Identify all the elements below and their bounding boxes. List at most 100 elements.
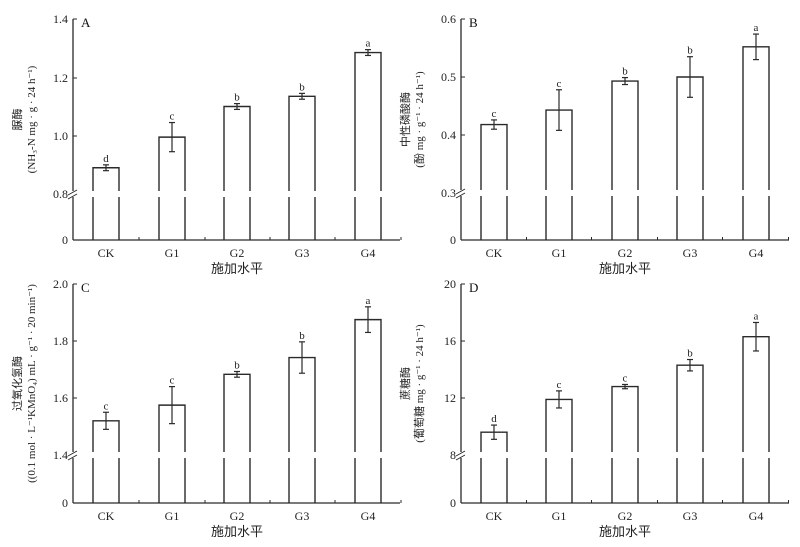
bar-g1: c: [158, 375, 186, 503]
y-axis-label-unit: ((0.1 mol · L⁻¹KMnO₄) mL · g⁻¹ · 20 min⁻…: [26, 284, 38, 483]
y-axis-label-name: 蔗糖酶: [398, 367, 412, 400]
bar-ck: d: [480, 413, 508, 503]
bar-g2: b: [223, 359, 251, 503]
significance-letter: c: [170, 111, 175, 123]
significance-letter: a: [366, 295, 371, 307]
x-tick-label: G1: [165, 509, 180, 523]
y-tick-label: 0: [62, 233, 68, 247]
bar-g1: c: [545, 78, 573, 240]
y-tick-label: 1.4: [53, 448, 68, 462]
x-tick-label: G4: [749, 509, 764, 523]
y-tick-label: 2.0: [53, 277, 68, 291]
significance-letter: b: [234, 92, 240, 104]
panel-letter: C: [81, 280, 90, 295]
significance-letter: b: [234, 359, 240, 371]
x-tick-label: G1: [552, 509, 567, 523]
significance-letter: a: [366, 38, 371, 50]
panel-d: 0 8 12 16 20 Dd CK c G1 c G2 b G3 a G4 施加水平 蔗糖酶 (葡萄糖 mg ·…: [398, 277, 789, 539]
y-axis-label-name: 过氧化氢酶: [10, 356, 24, 411]
x-axis-label: 施加水平: [599, 261, 651, 276]
axis-break-icon: [67, 450, 78, 461]
axis-break-icon: [455, 188, 466, 199]
significance-letter: a: [754, 22, 759, 34]
y-tick-label: 0.4: [441, 128, 456, 142]
x-tick-label: CK: [486, 246, 503, 260]
x-tick-label: G2: [618, 246, 633, 260]
bar-g2: b: [223, 92, 251, 240]
bar-g4: a: [742, 310, 770, 503]
axis-break-icon: [67, 189, 78, 200]
x-tick-label: G1: [552, 246, 567, 260]
x-tick-label: CK: [98, 246, 115, 260]
bar-g3: b: [288, 81, 316, 240]
y-tick-label: 0.6: [441, 12, 456, 26]
y-axis-label-unit: (酚 mg · g⁻¹ · 24 h⁻¹): [412, 71, 426, 168]
bar-ck: c: [480, 108, 508, 240]
significance-letter: c: [170, 375, 175, 387]
bar-g1: c: [545, 379, 573, 503]
x-tick-label: G2: [618, 509, 633, 523]
x-axis-label: 施加水平: [211, 524, 263, 539]
x-tick-label: G1: [165, 246, 180, 260]
y-tick-label: 0.8: [53, 187, 68, 201]
significance-letter: c: [492, 108, 497, 120]
y-axis-label-name: 中性磷酸酶: [398, 92, 412, 147]
significance-letter: c: [557, 379, 562, 391]
bar-g4: a: [742, 22, 770, 240]
x-axis-label: 施加水平: [599, 524, 651, 539]
significance-letter: c: [104, 400, 109, 412]
y-tick-label: 0: [62, 496, 68, 510]
x-tick-label: G3: [683, 246, 698, 260]
y-tick-label: 20: [444, 277, 456, 291]
x-tick-label: G2: [230, 246, 245, 260]
panel-c: 0 1.4 1.6 1.8 2.0 Cc CK c G1 b G2 b G3 a G4 施加水平 过氧化氢酶((…: [10, 277, 402, 539]
significance-letter: d: [103, 153, 109, 165]
bar-g4: a: [354, 295, 382, 503]
y-tick-label: 1.8: [53, 334, 68, 348]
x-tick-label: G3: [295, 246, 310, 260]
x-axis-label: 施加水平: [211, 261, 263, 276]
significance-letter: b: [687, 45, 693, 57]
x-tick-label: CK: [98, 509, 115, 523]
bar-ck: c: [92, 400, 120, 503]
x-tick-label: G2: [230, 509, 245, 523]
significance-letter: b: [622, 66, 628, 78]
bar-g2: c: [611, 372, 639, 503]
bar-g1: c: [158, 111, 186, 240]
significance-letter: b: [687, 348, 693, 360]
x-tick-label: CK: [486, 509, 503, 523]
y-tick-label: 0.3: [441, 186, 456, 200]
bar-g3: b: [288, 330, 316, 503]
significance-letter: b: [299, 81, 305, 93]
x-tick-label: G4: [749, 246, 764, 260]
significance-letter: d: [491, 413, 497, 425]
x-tick-label: G3: [295, 509, 310, 523]
y-tick-label: 8: [450, 448, 456, 462]
significance-letter: a: [754, 310, 759, 322]
y-tick-label: 1.4: [53, 12, 68, 26]
x-tick-label: G3: [683, 509, 698, 523]
y-tick-label: 16: [444, 334, 456, 348]
bar-g4: a: [354, 38, 382, 240]
bar-g3: b: [676, 348, 704, 503]
x-tick-label: G4: [361, 509, 376, 523]
y-tick-label: 1.0: [53, 129, 68, 143]
panel-a: 0 0.8 1.0 1.2 1.4 Ad CK c G1 b G2 b G3 a G4 施加水平 脲酶 (NH₃-…: [11, 12, 402, 276]
bar-g2: b: [611, 66, 639, 240]
significance-letter: c: [623, 372, 628, 384]
y-axis-label-name: 脲酶: [11, 109, 24, 131]
y-tick-label: 0: [450, 233, 456, 247]
axis-break-icon: [455, 450, 466, 461]
x-tick-label: G4: [361, 246, 376, 260]
y-axis-label-unit: (葡萄糖 mg · g⁻¹ · 24 h⁻¹): [412, 324, 426, 443]
y-tick-label: 1.6: [53, 391, 68, 405]
y-tick-label: 1.2: [53, 71, 68, 85]
y-tick-label: 0: [450, 496, 456, 510]
panel-b: 0 0.3 0.4 0.5 0.6 Bc CK c G1 b G2 b G3 a G4 施加水平 中性磷酸酶 (酚…: [398, 12, 789, 276]
y-tick-label: 12: [444, 391, 456, 405]
panel-letter: B: [469, 15, 478, 30]
panel-letter: D: [469, 280, 478, 295]
significance-letter: b: [299, 330, 305, 342]
y-axis-label-unit: (NH₃-N mg · g · 24 h⁻¹): [26, 65, 38, 173]
